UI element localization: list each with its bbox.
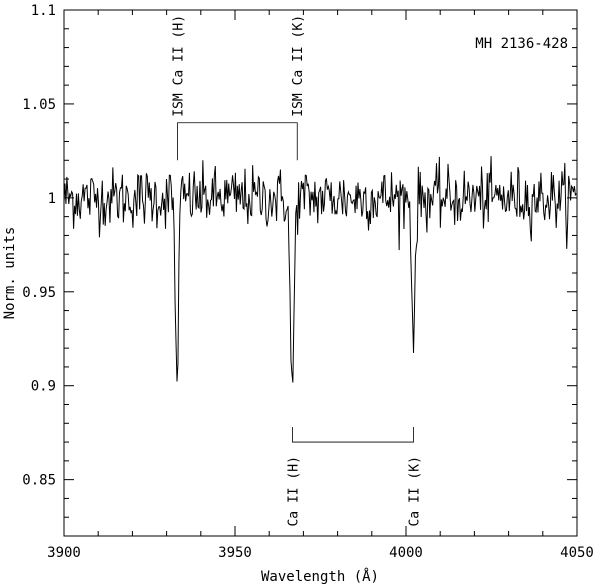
y-tick-label: 1.05 <box>22 97 56 113</box>
line-label: ISM Ca II (K) <box>291 15 306 117</box>
y-tick-label: 1.1 <box>31 3 56 19</box>
line-label: ISM Ca II (H) <box>172 15 187 117</box>
line-label: Ca II (K) <box>408 456 423 526</box>
y-tick-label: 0.95 <box>22 285 56 301</box>
y-tick-label: 0.85 <box>22 473 56 489</box>
axis-ticks <box>63 9 578 536</box>
x-tick-label: 4050 <box>560 545 594 561</box>
x-axis-label: Wavelength (Å) <box>261 568 379 585</box>
line-annotations: ISM Ca II (H) ISM Ca II (K) Ca II (H) Ca II… <box>172 15 423 527</box>
plot-frame <box>63 9 578 537</box>
ism-bracket <box>177 122 298 161</box>
x-tick-label: 3900 <box>47 545 81 561</box>
x-tick-label: 4000 <box>389 545 423 561</box>
line-label: Ca II (H) <box>286 456 301 526</box>
stellar-bracket <box>292 427 414 443</box>
y-tick-label: 0.9 <box>31 379 56 395</box>
x-tick-label: 3950 <box>218 545 252 561</box>
spectrum-line <box>63 156 577 383</box>
y-axis-label: Norm. units <box>2 227 18 320</box>
object-label: MH 2136-428 <box>475 36 568 52</box>
y-tick-label: 1 <box>48 191 56 207</box>
tick-labels: 3900 3950 4000 4050 0.85 0.9 0.95 1 1.05 1.1 <box>22 3 594 561</box>
